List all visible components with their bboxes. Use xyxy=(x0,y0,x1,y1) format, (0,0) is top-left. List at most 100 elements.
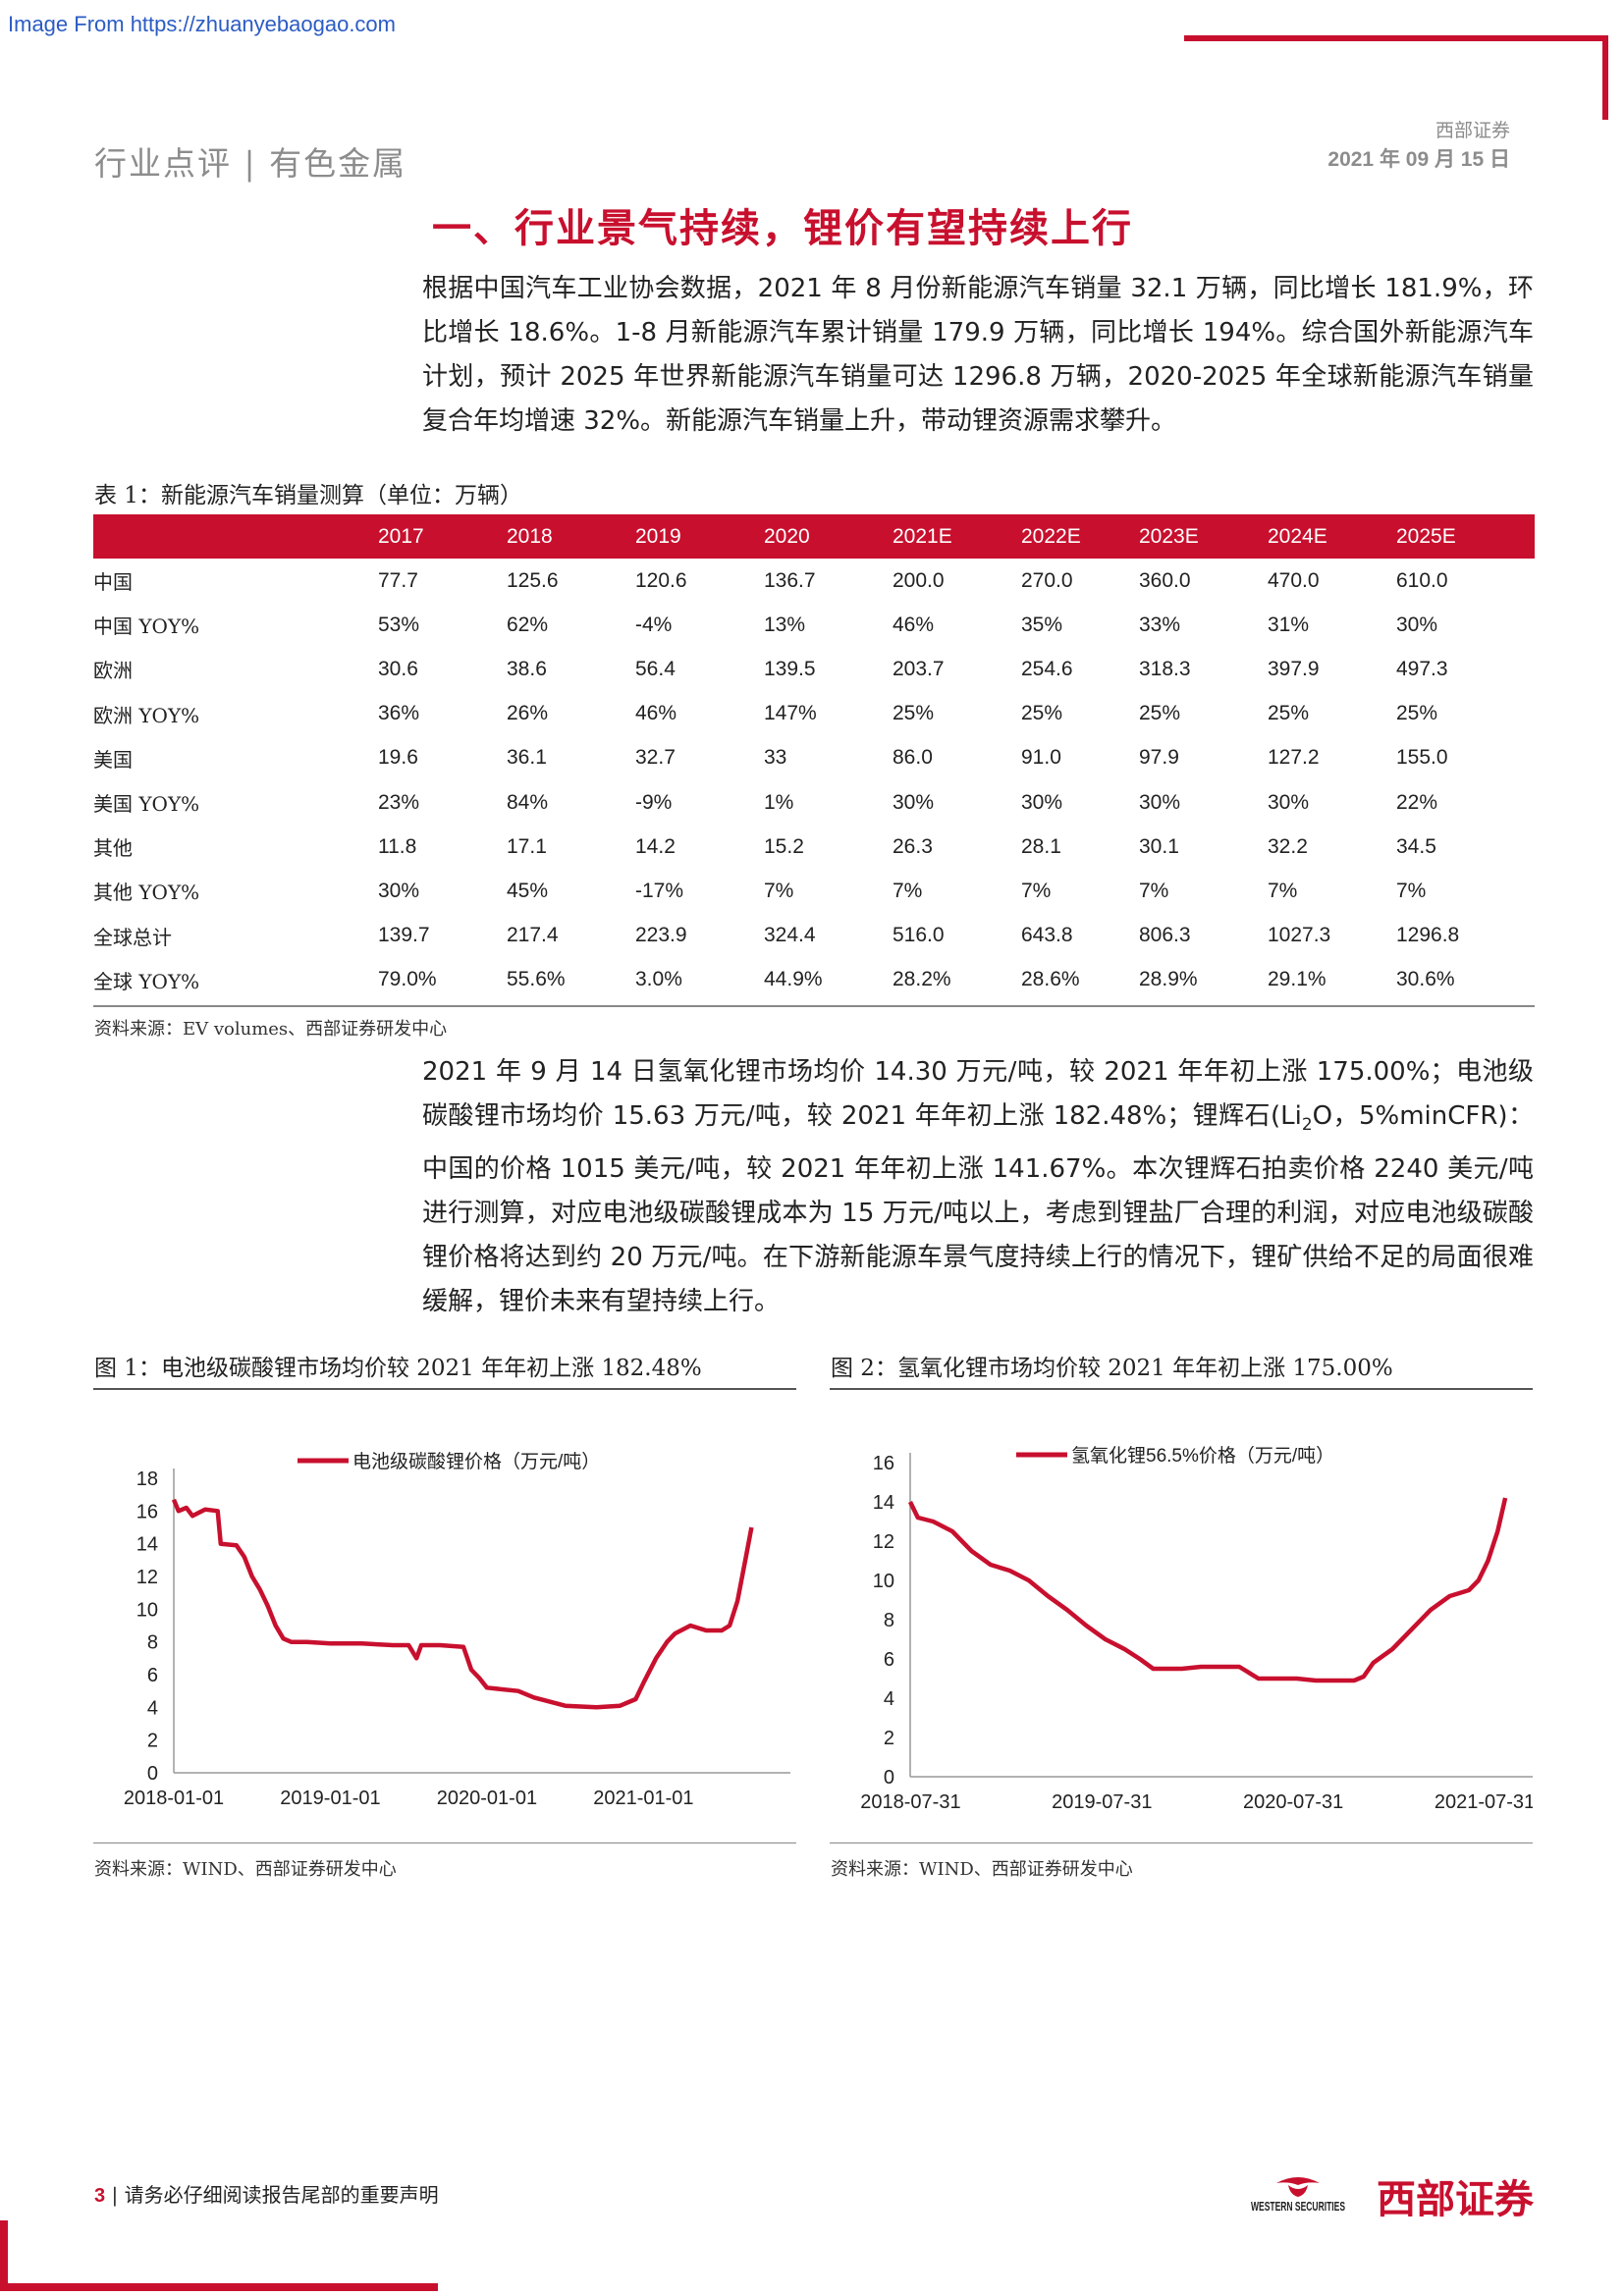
table-row-label: 美国 YOY% xyxy=(93,792,200,817)
x-tick-label: 2019-01-01 xyxy=(280,1788,380,1809)
intro-paragraph: 根据中国汽车工业协会数据，2021 年 8 月份新能源汽车销量 32.1 万辆，… xyxy=(422,274,1534,436)
table-cell: 203.7 xyxy=(893,657,945,680)
chart2-caption: 图 2：氢氧化锂市场均价较 2021 年年初上涨 175.00% xyxy=(831,1356,1393,1381)
chart2-svg: 0 2 4 6 8 10 12 14 16 2018-07-31 2019-07-31 2020-07… xyxy=(860,1445,1537,1813)
y-tick-label: 0 xyxy=(884,1767,894,1789)
table-cell: 147% xyxy=(764,702,817,725)
y-tick-label: 16 xyxy=(873,1453,894,1474)
table-cell: 25% xyxy=(1268,702,1310,725)
table-cell: 223.9 xyxy=(635,924,687,947)
table-cell: 7% xyxy=(1268,879,1298,902)
table-row-label: 其他 xyxy=(93,836,133,861)
y-tick-label: 2 xyxy=(147,1731,158,1752)
subscript-2: 2 xyxy=(1301,1115,1313,1136)
y-tick-label: 12 xyxy=(873,1531,894,1553)
table-header-cell: 2025E xyxy=(1396,514,1535,559)
table-cell: 45% xyxy=(507,879,549,902)
table-cell: 7% xyxy=(1021,879,1052,902)
y-tick-label: 4 xyxy=(147,1697,158,1719)
table-row: 欧洲 YOY% 36% 26% 46% 147% 25% 25% 25% 25% 25% xyxy=(93,692,1535,736)
bull-logo-icon: WESTERN SECURITIES xyxy=(1251,2177,1345,2214)
table-cell: 610.0 xyxy=(1396,568,1448,592)
series-line xyxy=(907,1497,1508,1683)
y-tick-label: 12 xyxy=(136,1567,158,1588)
table-cell: 7% xyxy=(893,879,923,902)
y-tick-label: 8 xyxy=(884,1610,894,1631)
table-cell: 139.5 xyxy=(764,657,816,680)
table-cell: 30.1 xyxy=(1139,834,1179,858)
x-tick-label: 2018-01-01 xyxy=(124,1788,224,1809)
lithium-carbonate-chart: 0 2 4 6 8 10 12 14 16 18 2018-01-01 2019-01-01 2020-… xyxy=(93,1404,796,1836)
left-red-rule xyxy=(0,2220,8,2289)
table-row: 全球 YOY% 79.0% 55.6% 3.0% 44.9% 28.2% 28.6% 28.9… xyxy=(93,958,1535,1002)
table-row-label: 全球 YOY% xyxy=(93,969,200,993)
table-cell: 324.4 xyxy=(764,924,816,947)
table-row-label: 中国 xyxy=(93,570,133,595)
table-cell: 35% xyxy=(1021,613,1063,636)
table-cell: 7% xyxy=(1396,879,1427,902)
table-row: 其他 11.8 17.1 14.2 15.2 26.3 28.1 30.1 32.2 34.5 xyxy=(93,825,1535,869)
footer-divider: | xyxy=(111,2183,125,2207)
sales-table: 2017 2018 2019 2020 2021E 2022E 2023E 20… xyxy=(93,514,1535,1002)
price-paragraph: 2021 年 9 月 14 日氢氧化锂市场均价 14.30 万元/吨，较 202… xyxy=(422,1050,1534,1324)
watermark-text: Image From https://zhuanyebaogao.com xyxy=(8,12,396,36)
table-cell: 127.2 xyxy=(1268,746,1320,770)
table-cell: 7% xyxy=(764,879,794,902)
table-cell: 13% xyxy=(764,613,806,636)
table-header-cell xyxy=(93,514,378,559)
y-tick-label: 10 xyxy=(136,1599,158,1621)
x-tick-label: 2021-01-01 xyxy=(593,1788,693,1809)
table-row-label: 其他 YOY% xyxy=(93,881,200,905)
table-cell: 29.1% xyxy=(1268,968,1326,991)
page-number: 3 xyxy=(94,2185,106,2207)
table-caption: 表 1：新能源汽车销量测算（单位：万辆） xyxy=(94,483,522,508)
chart2-bottom-rule xyxy=(830,1842,1533,1843)
table-cell: 1296.8 xyxy=(1396,924,1460,947)
y-tick-label: 6 xyxy=(147,1665,158,1686)
lithium-hydroxide-chart: 0 2 4 6 8 10 12 14 16 2018-07-31 2019-07-31 2020-07… xyxy=(830,1404,1537,1836)
x-tick-label: 2020-01-01 xyxy=(437,1788,537,1809)
table-cell: 55.6% xyxy=(507,968,566,991)
table-header-cell: 2020 xyxy=(764,514,893,559)
y-tick-label: 18 xyxy=(136,1468,158,1490)
table-cell: 22% xyxy=(1396,790,1438,814)
y-tick-label: 10 xyxy=(873,1571,894,1592)
report-date: 2021 年 09 月 15 日 xyxy=(1327,148,1510,171)
table-cell: 806.3 xyxy=(1139,924,1191,947)
table-cell: 32.2 xyxy=(1268,834,1308,858)
table-cell: 254.6 xyxy=(1021,657,1073,680)
table-bottom-rule xyxy=(93,1005,1535,1007)
legend-label: 电池级碳酸锂价格（万元/吨） xyxy=(352,1451,600,1472)
price-text-part1: 2021 年 9 月 14 日氢氧化锂市场均价 14.30 万元/吨，较 202… xyxy=(422,1057,1534,1131)
table-cell: 25% xyxy=(893,702,935,725)
y-tick-label: 16 xyxy=(136,1501,158,1522)
table-cell: 200.0 xyxy=(893,568,945,592)
western-logo: WESTERN SECURITIES xyxy=(1249,2173,1347,2222)
table-cell: 28.2% xyxy=(893,968,951,991)
table-cell: -4% xyxy=(635,613,673,636)
table-cell: -9% xyxy=(635,790,673,814)
table-cell: 25% xyxy=(1139,702,1181,725)
table-cell: 28.9% xyxy=(1139,968,1198,991)
table-row: 中国 YOY% 53% 62% -4% 13% 46% 35% 33% 31% 30% xyxy=(93,603,1535,647)
chart1-source: 资料来源：WIND、西部证券研发中心 xyxy=(94,1859,397,1880)
table-row: 全球总计 139.7 217.4 223.9 324.4 516.0 643.8 806.3 1… xyxy=(93,914,1535,958)
chart1-caption: 图 1：电池级碳酸锂市场均价较 2021 年年初上涨 182.48% xyxy=(94,1356,702,1381)
footer-notice: 3 | 请务必仔细阅读报告尾部的重要声明 xyxy=(94,2179,439,2208)
table-cell: 397.9 xyxy=(1268,657,1320,680)
table-header-cell: 2024E xyxy=(1268,514,1396,559)
table-cell: 19.6 xyxy=(378,746,418,770)
report-category: 行业点评 | 有色金属 xyxy=(94,144,407,183)
table-row-label: 美国 xyxy=(93,747,133,772)
table-cell: 360.0 xyxy=(1139,568,1191,592)
table-row: 美国 YOY% 23% 84% -9% 1% 30% 30% 30% 30% 22% xyxy=(93,780,1535,825)
section-title: 一、行业景气持续，锂价有望持续上行 xyxy=(432,205,1133,251)
table-row-label: 欧洲 YOY% xyxy=(93,703,200,727)
table-cell: 318.3 xyxy=(1139,657,1191,680)
table-cell: 44.9% xyxy=(764,968,823,991)
table-row-label: 全球总计 xyxy=(93,925,172,949)
table-cell: 15.2 xyxy=(764,834,804,858)
table-cell: 23% xyxy=(378,790,420,814)
table-cell: 33 xyxy=(764,746,787,770)
table-cell: 30% xyxy=(893,790,935,814)
